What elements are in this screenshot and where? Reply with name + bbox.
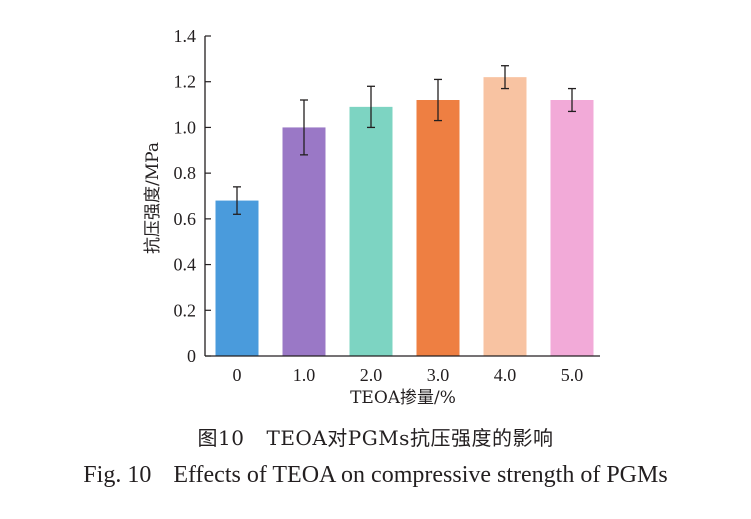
y-tick-label: 1.4 [174, 26, 197, 46]
caption-english-text: Effects of TEOA on compressive strength … [173, 462, 668, 488]
x-tick-label: 0 [233, 365, 242, 385]
y-tick-label: 0 [187, 346, 196, 366]
x-tick-label: 3.0 [427, 365, 450, 385]
x-tick-label: 4.0 [494, 365, 517, 385]
bars [215, 77, 594, 357]
y-tick-label: 0.2 [174, 300, 197, 320]
error-bar [367, 85, 375, 129]
x-axis-title: TEOA掺量/% [350, 388, 456, 408]
caption-english-number: Fig. 10 [83, 462, 152, 488]
bar-3.0 [416, 100, 460, 356]
bar-1.0 [282, 127, 326, 356]
bar-2.0 [349, 106, 393, 356]
y-axis-ticks [205, 35, 211, 357]
bar-4.0 [483, 77, 527, 357]
error-bar [568, 87, 576, 113]
error-bar [501, 65, 509, 90]
bar-5.0 [550, 100, 594, 356]
y-axis-title: 抗压强度/MPa [143, 142, 163, 254]
error-bar [300, 99, 308, 156]
y-tick-label: 1.2 [174, 72, 197, 92]
error-bar [434, 78, 442, 122]
y-tick-label: 1.0 [174, 117, 197, 137]
y-axis-tick-labels: 0 0.2 0.4 0.6 0.8 1.0 1.2 1.4 [174, 26, 197, 366]
y-tick-label: 0.4 [174, 255, 197, 275]
y-tick-label: 0.6 [174, 209, 197, 229]
x-tick-label: 5.0 [561, 365, 584, 385]
bar-0 [215, 200, 259, 356]
figure-caption-english: Fig. 10 Effects of TEOA on compressive st… [0, 462, 751, 489]
error-bars [233, 65, 576, 215]
bar-chart: 00.20.40.60.81.01.21.4 0 1.0 2.0 3.0 4.0 5.0 … [143, 26, 600, 408]
figure-caption-chinese: 图10 TEOA对PGMs抗压强度的影响 [0, 422, 751, 451]
caption-chinese-text: TEOA对PGMs抗压强度的影响 [266, 426, 554, 450]
caption-chinese-number: 图10 [197, 426, 245, 450]
x-tick-label: 1.0 [293, 365, 316, 385]
x-axis-tick-labels: 0 1.0 2.0 3.0 4.0 5.0 [233, 365, 584, 385]
y-tick-label: 0.8 [174, 163, 197, 183]
error-bar [233, 186, 241, 215]
x-tick-label: 2.0 [360, 365, 383, 385]
